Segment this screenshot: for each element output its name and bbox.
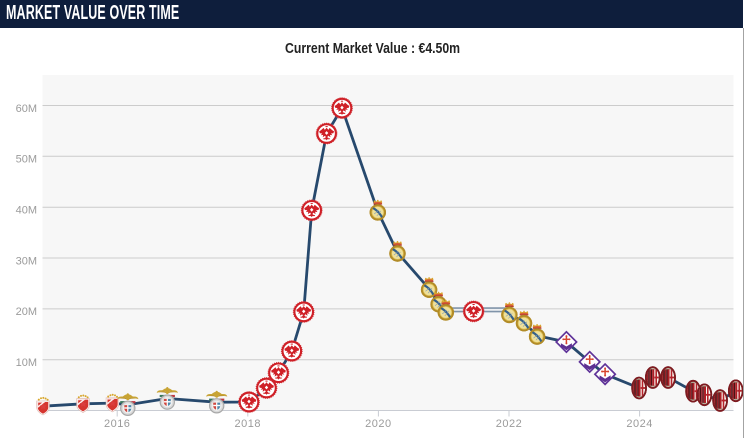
svg-text:20M: 20M (16, 306, 37, 318)
svg-text:30M: 30M (16, 255, 37, 267)
svg-text:60M: 60M (16, 103, 37, 115)
svg-text:2018: 2018 (235, 418, 261, 430)
svg-text:40M: 40M (16, 205, 37, 217)
svg-text:2016: 2016 (104, 418, 130, 430)
svg-text:2020: 2020 (365, 418, 391, 430)
svg-text:2024: 2024 (626, 418, 652, 430)
svg-text:50M: 50M (16, 154, 37, 166)
svg-text:2022: 2022 (496, 418, 522, 430)
svg-text:10M: 10M (16, 357, 37, 369)
